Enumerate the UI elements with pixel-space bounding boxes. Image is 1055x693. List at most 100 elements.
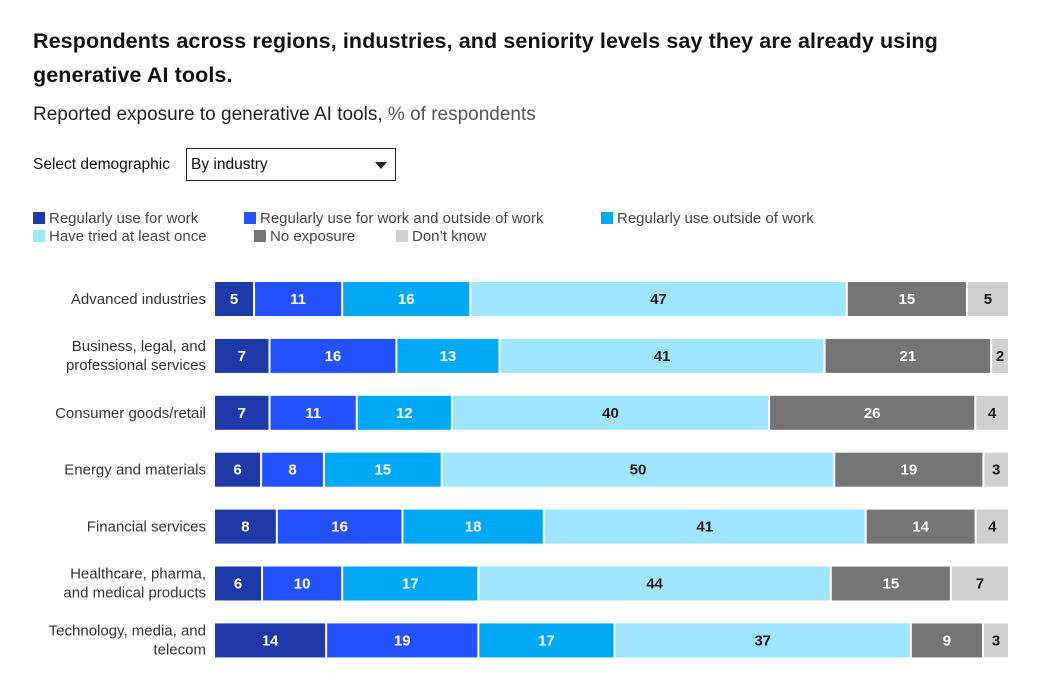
data-label: 5 (230, 291, 238, 308)
data-label: 50 (630, 462, 647, 479)
demographic-select[interactable]: By industry (186, 148, 396, 181)
category-label: Energy and materials (64, 462, 206, 479)
bar-segment (324, 452, 441, 487)
bar-segment (866, 509, 975, 544)
data-label: 3 (992, 462, 1000, 479)
bar-segment (215, 395, 269, 430)
legend-item-regular-both: Regularly use for work and outside of wo… (244, 210, 543, 227)
bar-segment (263, 566, 342, 601)
category-label: Advanced industries (71, 291, 206, 308)
legend-item-tried-once: Have tried at least once (33, 228, 207, 245)
legend-swatch (396, 230, 408, 242)
bar-segment (255, 282, 342, 316)
category-label: Healthcare, pharma, and medical products (63, 566, 206, 602)
data-label: 7 (238, 348, 246, 365)
bar-segment (270, 338, 396, 373)
bar-segment (270, 395, 356, 430)
data-label: 16 (325, 348, 342, 365)
legend-swatch (33, 230, 45, 242)
chart-subtitle: Reported exposure to generative AI tools… (33, 104, 536, 126)
category-label: Consumer goods/retail (55, 405, 206, 422)
data-label: 2 (996, 348, 1004, 365)
bar-segment (442, 452, 834, 487)
bar-segment (967, 282, 1008, 316)
bar-segment (992, 338, 1008, 373)
data-label: 13 (440, 348, 457, 365)
demographic-select-label: Select demographic (33, 156, 170, 173)
data-label: 41 (696, 519, 713, 536)
bar-segment (479, 623, 614, 658)
subtitle-unit: % of respondents (387, 104, 536, 125)
bar-segment (825, 338, 991, 373)
data-label: 40 (602, 405, 619, 422)
bar-segment (976, 509, 1008, 544)
category-label: Financial services (87, 519, 206, 536)
legend-label: Don’t know (412, 228, 487, 245)
data-label: 6 (233, 462, 241, 479)
data-label: 8 (241, 519, 249, 536)
data-label: 8 (288, 462, 296, 479)
legend-item-regular-outside: Regularly use outside of work (601, 210, 814, 227)
data-label: 16 (398, 291, 415, 308)
bar-segment (397, 338, 499, 373)
chart-title: Respondents across regions, industries, … (33, 29, 938, 87)
bar-segment (343, 282, 470, 316)
data-label: 41 (654, 348, 671, 365)
data-label: 9 (943, 632, 951, 649)
data-label: 11 (290, 291, 306, 308)
data-label: 21 (900, 348, 917, 365)
bar-segment (215, 623, 326, 658)
data-label: 14 (912, 519, 929, 536)
category-label: Technology, media, and telecom (49, 622, 206, 658)
data-label: 18 (465, 519, 482, 536)
bar-segment (471, 282, 846, 316)
legend-swatch (244, 212, 256, 224)
legend-swatch (254, 230, 266, 242)
data-label: 17 (538, 632, 555, 649)
legend-label: Regularly use for work (49, 210, 199, 227)
legend-label: No exposure (270, 228, 356, 245)
bar-segment (357, 395, 451, 430)
bar-segment (277, 509, 402, 544)
legend-item-no-exposure: No exposure (254, 228, 355, 245)
legend-label: Have tried at least once (49, 228, 207, 245)
data-label: 15 (374, 462, 391, 479)
data-label: 26 (864, 405, 881, 422)
data-label: 4 (988, 519, 997, 536)
bar-segment (951, 566, 1008, 601)
demographic-select-value: By industry (191, 156, 268, 173)
bar-segment (262, 452, 323, 487)
data-label: 3 (992, 632, 1000, 649)
bar-segment (770, 395, 975, 430)
bar-segment (984, 452, 1008, 487)
legend-label: Regularly use for work and outside of wo… (260, 210, 544, 227)
data-label: 19 (394, 632, 411, 649)
bar-segment (215, 282, 254, 316)
subtitle-text: Reported exposure to generative AI tools… (33, 104, 383, 125)
legend-swatch (33, 212, 45, 224)
data-label: 19 (901, 462, 918, 479)
bar-segment (215, 338, 269, 373)
bar-segment (911, 623, 982, 658)
data-label: 7 (976, 576, 984, 593)
bar-segment (403, 509, 543, 544)
bar-segment (983, 623, 1008, 658)
bar-segment (343, 566, 478, 601)
bar-segment (215, 452, 261, 487)
data-label: 11 (305, 405, 321, 422)
chevron-down-icon (375, 162, 387, 169)
data-label: 47 (650, 291, 667, 308)
legend-item-regular-work: Regularly use for work (33, 210, 198, 227)
data-label: 10 (294, 576, 311, 593)
data-label: 12 (396, 405, 413, 422)
bar-segment (452, 395, 769, 430)
data-label: 15 (883, 576, 900, 593)
bar-segment (215, 509, 276, 544)
data-label: 6 (234, 576, 242, 593)
data-label: 44 (646, 576, 663, 593)
bar-segment (831, 566, 950, 601)
bar-segment (976, 395, 1008, 430)
data-label: 7 (238, 405, 246, 422)
data-label: 16 (331, 519, 348, 536)
